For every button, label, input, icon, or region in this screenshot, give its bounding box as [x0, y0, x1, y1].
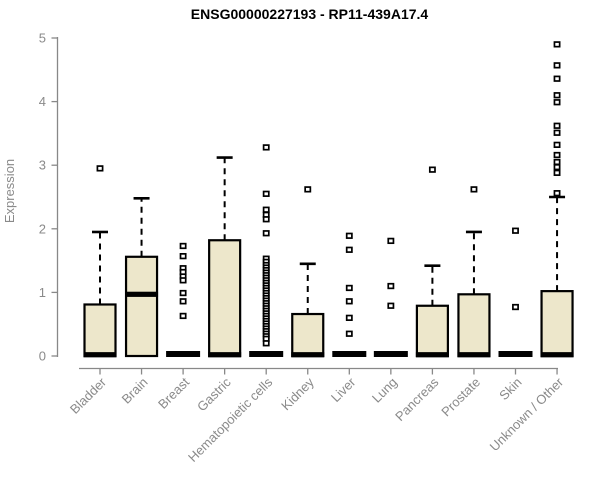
box-rect [208, 239, 242, 358]
y-axis-label: Expression [2, 158, 17, 224]
median-line [125, 291, 159, 297]
boxplot-gastric [208, 156, 242, 358]
outlier-point [553, 99, 561, 106]
boxplot-skin [498, 227, 533, 357]
outlier-point [179, 242, 187, 250]
outlier-point [553, 151, 561, 159]
boxplot-pancreas [415, 166, 449, 358]
x-tick-label: Lung [369, 375, 400, 406]
box-rect [540, 290, 574, 358]
outlier-point [179, 312, 187, 320]
median-line [249, 351, 284, 357]
outlier-point [553, 158, 561, 166]
median-line [208, 352, 242, 358]
boxplot-unknown-other [540, 41, 574, 358]
outlier-point [553, 75, 561, 82]
outlier-point [345, 330, 353, 337]
outlier-point [262, 144, 270, 151]
boxplot-bladder [83, 165, 117, 358]
outlier-point [345, 298, 353, 305]
outlier-point [553, 163, 561, 171]
outlier-point [553, 190, 561, 197]
box-rect [83, 303, 117, 358]
outlier-point [387, 237, 395, 245]
outlier-point [96, 165, 104, 172]
x-tick-label: Kidney [278, 374, 317, 413]
boxplot-kidney [291, 186, 325, 358]
outlier-point [553, 141, 561, 148]
outlier-point [512, 227, 519, 234]
box-rect [415, 304, 449, 358]
x-tick-label: Prostate [438, 375, 483, 420]
outlier-point [387, 302, 395, 309]
x-tick-label: Bladder [67, 374, 110, 417]
outlier-point [553, 169, 561, 176]
boxplot-brain [124, 196, 159, 358]
box-rect [291, 312, 325, 358]
outlier-point [553, 129, 561, 136]
outlier-point [262, 340, 270, 347]
median-line [166, 351, 201, 357]
outlier-point [345, 246, 353, 253]
boxplot-breast [166, 242, 201, 357]
outlier-point [553, 92, 561, 99]
outlier-point [345, 314, 353, 321]
y-tick-label: 0 [39, 349, 46, 364]
outlier-point [345, 232, 353, 239]
outlier-point [179, 277, 187, 284]
y-tick-label: 2 [39, 221, 46, 236]
x-tick-label: Breast [155, 374, 192, 411]
x-tick-label: Liver [328, 374, 359, 405]
outlier-point [553, 41, 561, 48]
outlier-point [470, 186, 478, 193]
median-line [415, 352, 449, 358]
median-line [457, 352, 491, 358]
box-rect [457, 293, 491, 358]
x-tick-label: Skin [496, 375, 524, 403]
outlier-point [553, 62, 561, 69]
x-tick-label: Gastric [194, 374, 234, 414]
outlier-point [262, 190, 270, 197]
median-line [332, 351, 367, 357]
outlier-point [262, 230, 270, 237]
outlier-point [428, 166, 436, 173]
chart-title: ENSG00000227193 - RP11-439A17.4 [190, 6, 429, 22]
outlier-point [512, 303, 519, 311]
y-tick-label: 3 [39, 158, 46, 173]
y-tick-label: 1 [39, 285, 46, 300]
median-line [498, 351, 533, 357]
boxplot-hematopoietic-cells [249, 144, 284, 357]
outlier-point [179, 298, 187, 305]
outlier-point [262, 206, 270, 213]
outlier-point [387, 282, 395, 290]
x-tick-label: Unknown / Other [487, 374, 567, 454]
outlier-point [179, 289, 187, 297]
median-line [373, 351, 408, 357]
boxplot-prostate [457, 186, 491, 358]
outlier-point [262, 216, 270, 223]
outlier-point [553, 122, 561, 129]
x-tick-label: Pancreas [392, 374, 442, 424]
median-line [540, 352, 574, 358]
median-line [291, 352, 325, 358]
y-tick-label: 4 [39, 94, 46, 109]
outlier-point [179, 252, 187, 260]
boxplot-lung [373, 237, 408, 357]
outlier-point [345, 284, 353, 292]
median-line [83, 352, 117, 358]
y-tick-label: 5 [39, 31, 46, 46]
outlier-point [304, 186, 312, 193]
boxplot-liver [332, 232, 367, 357]
x-tick-label: Brain [119, 375, 151, 407]
box-rect [124, 255, 159, 358]
